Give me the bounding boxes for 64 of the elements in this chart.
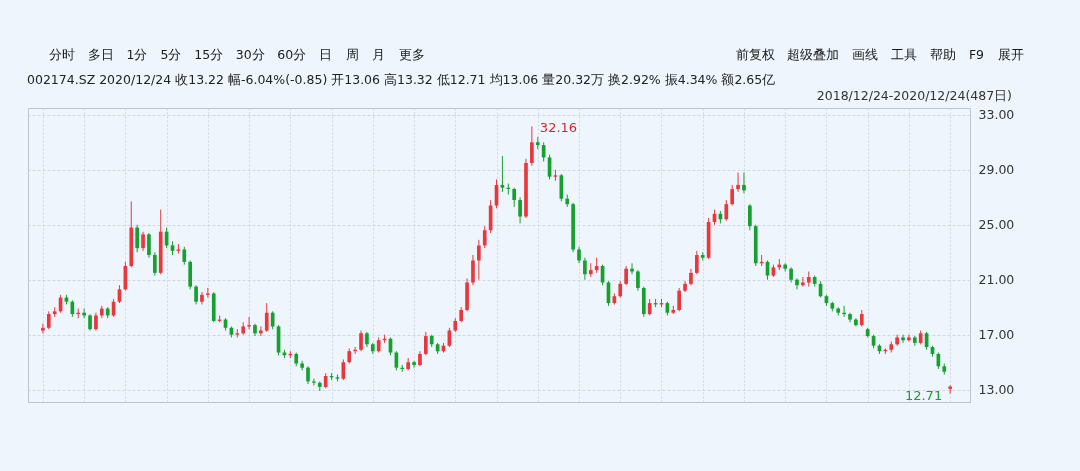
candlestick <box>736 172 740 193</box>
y-tick-label: 33.00 <box>978 107 1015 123</box>
candlestick <box>482 225 487 249</box>
candlestick <box>730 184 735 207</box>
candlestick <box>194 284 198 305</box>
candlestick <box>264 302 269 333</box>
annotation: 32.16 <box>539 120 578 136</box>
chart-subtitle: 2018/12/24-2020/12/24(487日) <box>816 88 1012 103</box>
candlestick <box>694 250 699 275</box>
candlestick <box>801 276 805 288</box>
chart-title: 002174.SZ 2020/12/24 收13.22 幅-6.04%(-0.85) 开13.06 高13.32 低12.71 均13.06 量20.32万 换2.92% 振4.34% 额2.65亿 <box>27 72 776 87</box>
y-tick-label: 21.00 <box>978 272 1015 288</box>
text: 日 <box>319 47 333 62</box>
candlestick <box>359 330 363 352</box>
text: 月 <box>372 47 386 62</box>
text: 超级叠加 <box>787 47 839 62</box>
text: 30分 <box>235 47 265 62</box>
candlestick <box>147 232 151 259</box>
candlestick <box>636 269 640 292</box>
text: 展开 <box>997 47 1024 62</box>
text: 多日 <box>87 47 114 62</box>
text: 1分 <box>126 47 148 62</box>
text: 周 <box>345 47 359 62</box>
text: 15分 <box>194 47 224 62</box>
candlestick <box>152 251 157 277</box>
candlestick <box>901 334 905 344</box>
y-tick-label: 29.00 <box>978 162 1015 178</box>
candlestick <box>541 141 546 163</box>
candlestick <box>423 331 428 356</box>
candlestick <box>300 360 304 371</box>
candlestick <box>518 196 522 224</box>
candlestick <box>742 172 746 194</box>
text: 分时 <box>48 47 75 62</box>
y-tick-label: 25.00 <box>978 217 1015 233</box>
text: 前复权 <box>735 47 775 62</box>
candlestick <box>559 173 564 202</box>
candlestick <box>512 187 517 208</box>
candlestick <box>530 125 534 167</box>
y-tick-label: 17.00 <box>978 327 1015 343</box>
candlestick <box>135 224 139 253</box>
candlestick <box>500 155 505 193</box>
candlestick <box>471 254 475 286</box>
text: 画线 <box>851 47 878 62</box>
candlestick <box>624 265 628 286</box>
candlestick <box>312 378 316 387</box>
text: 5分 <box>160 47 182 62</box>
candlestick <box>41 323 45 334</box>
candlestick <box>583 257 587 281</box>
candlestick <box>748 203 752 231</box>
text: 工具 <box>890 47 917 62</box>
candlestick <box>677 287 681 312</box>
text: 帮助 <box>929 47 956 62</box>
text: 60分 <box>277 47 307 62</box>
candlestick <box>206 287 210 299</box>
y-tick-label: 13.00 <box>978 382 1015 398</box>
candlestick <box>907 334 911 343</box>
candlestick <box>724 199 729 222</box>
candlestick <box>412 360 416 369</box>
annotation: 12.71 <box>904 387 943 403</box>
candlestick <box>795 277 799 290</box>
text: 更多 <box>398 47 425 62</box>
candlestick <box>477 239 481 281</box>
text: F9 <box>968 47 985 62</box>
candlestick <box>141 231 145 252</box>
